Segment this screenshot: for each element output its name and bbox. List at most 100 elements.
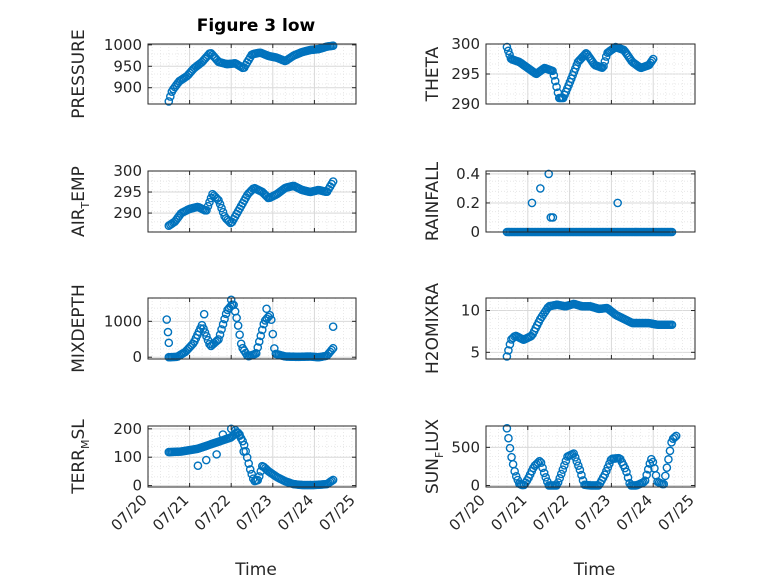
data-point xyxy=(599,61,608,71)
data-point xyxy=(502,42,512,52)
subplot-pressure: 900 950 1000 PRESSURE Figure 3 low xyxy=(69,16,357,119)
y-axis-label: H2OMIXRA xyxy=(423,283,443,374)
subplot-air_temp: 290 295 300 AIRTEMP xyxy=(69,162,357,237)
y-tick-label: 10 xyxy=(461,302,480,320)
y-tick-label: 900 xyxy=(113,79,142,97)
y-axis-label: TERRMSL xyxy=(69,419,92,495)
x-axis-label: Time xyxy=(573,560,616,580)
data-point xyxy=(217,325,226,334)
subplot-rainfall: 0 0.2 0.4 RAINFALL xyxy=(423,161,696,241)
y-tick-label: 290 xyxy=(113,204,142,222)
data-point xyxy=(620,463,630,473)
data-point xyxy=(328,177,338,186)
data-point xyxy=(236,339,246,349)
y-tick-label: 295 xyxy=(113,183,142,201)
data-point xyxy=(244,459,253,468)
data-point xyxy=(642,470,651,480)
data-point xyxy=(239,447,248,456)
data-point xyxy=(647,56,657,66)
data-point xyxy=(548,66,557,76)
data-point xyxy=(226,295,236,305)
data-point xyxy=(661,471,670,481)
data-point xyxy=(220,314,229,324)
data-point xyxy=(538,463,547,473)
data-point xyxy=(600,57,610,66)
y-tick-label: 0 xyxy=(132,348,142,366)
data-point xyxy=(527,198,537,208)
subplot-mixdepth: 0 1000 MIXDEPTH xyxy=(69,284,357,373)
data-point xyxy=(203,201,213,211)
data-point xyxy=(254,472,264,481)
data-point xyxy=(553,478,563,487)
x-axis-label: Time xyxy=(234,560,277,580)
data-point xyxy=(622,467,631,477)
axis-box xyxy=(147,425,357,488)
data-point xyxy=(671,431,681,441)
data-point xyxy=(265,310,275,320)
data-point xyxy=(570,453,580,462)
data-point xyxy=(659,479,669,489)
data-point xyxy=(328,322,338,332)
data-point xyxy=(510,467,519,476)
data-point xyxy=(556,469,566,479)
chart-title: Figure 3 low xyxy=(197,16,316,36)
data-point xyxy=(539,468,549,478)
y-axis-label: PRESSURE xyxy=(69,29,89,118)
data-point xyxy=(643,464,653,474)
data-point xyxy=(535,456,544,466)
data-point xyxy=(232,313,241,323)
data-point xyxy=(202,205,211,215)
data-point xyxy=(665,446,675,456)
data-point xyxy=(503,46,513,56)
data-point xyxy=(215,199,225,209)
data-point xyxy=(549,70,559,80)
data-point xyxy=(327,345,336,355)
y-tick-label: 290 xyxy=(451,95,480,113)
data-point xyxy=(200,328,210,337)
data-point xyxy=(163,327,173,337)
data-point xyxy=(215,330,225,339)
y-axis-label: MIXDEPTH xyxy=(69,284,89,373)
data-point xyxy=(226,424,236,434)
data-point xyxy=(251,349,261,358)
data-point xyxy=(328,41,338,51)
data-point xyxy=(218,319,228,329)
data-point xyxy=(544,169,554,179)
data-point xyxy=(166,92,175,101)
data-point xyxy=(502,423,512,433)
subplot-h2omixra: 5 10 H2OMIXRA xyxy=(423,283,696,374)
data-point xyxy=(555,473,565,483)
data-point xyxy=(601,52,611,61)
data-point xyxy=(552,82,561,92)
y-tick-label: 295 xyxy=(451,65,480,83)
data-point xyxy=(254,337,264,346)
data-point xyxy=(639,477,648,487)
axis-box xyxy=(485,170,696,233)
data-point xyxy=(164,338,174,348)
data-point xyxy=(505,443,515,453)
y-tick-label: 0 xyxy=(132,477,142,495)
data-point xyxy=(572,457,582,466)
y-axis-label: AIRTEMP xyxy=(69,166,92,237)
y-tick-label: 0 xyxy=(470,223,480,241)
data-point xyxy=(235,330,244,339)
y-axis-label: THETA xyxy=(423,46,443,102)
data-point xyxy=(267,315,276,325)
data-point xyxy=(164,97,174,106)
data-point xyxy=(205,197,214,207)
data-point xyxy=(648,54,658,64)
data-point xyxy=(253,343,263,352)
data-point xyxy=(569,449,578,458)
data-point xyxy=(533,458,543,467)
data-point xyxy=(504,346,513,355)
y-tick-label: 200 xyxy=(113,420,142,438)
subplot-theta: 290 295 300 THETA xyxy=(423,35,696,113)
data-point xyxy=(214,195,223,205)
data-point xyxy=(328,475,338,485)
data-point xyxy=(560,460,569,470)
data-point xyxy=(536,458,546,468)
data-point xyxy=(218,430,228,439)
y-tick-label: 0.4 xyxy=(456,165,480,183)
data-point xyxy=(201,455,211,465)
